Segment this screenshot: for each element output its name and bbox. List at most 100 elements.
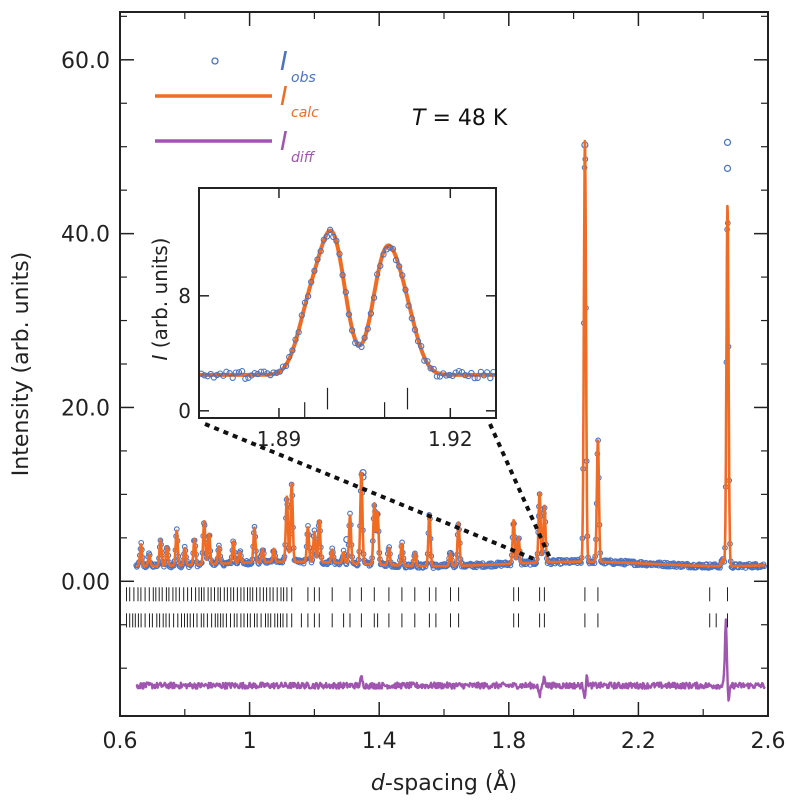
legend-label: I	[280, 82, 288, 112]
inset-obs-point	[380, 251, 387, 258]
inset-obs-point	[352, 339, 359, 347]
inset-obs-point	[289, 347, 296, 354]
inset-obs-point	[201, 372, 208, 379]
obs-point	[723, 164, 732, 172]
main-data-layer	[133, 138, 768, 702]
inset-obs-point	[367, 310, 375, 317]
inset-obs-point	[279, 363, 287, 370]
diff-line	[135, 618, 766, 702]
y-tick-label: 60.0	[61, 49, 110, 74]
inset-obs-point	[323, 233, 331, 240]
zoom-indicator-lines	[204, 422, 553, 561]
inset-obs-point	[392, 256, 400, 264]
legend-marker-obs	[211, 57, 219, 65]
legend-label: I	[280, 127, 288, 157]
inset-obs-point	[345, 311, 353, 318]
inset-obs-point	[443, 372, 450, 379]
inset-obs-point	[449, 372, 456, 380]
inset-obs-point	[370, 294, 378, 301]
inset-obs-point	[311, 267, 318, 275]
inset-frame	[198, 187, 497, 419]
inset-obs-point	[433, 373, 441, 380]
calc-line	[135, 139, 766, 568]
inset-obs-point	[462, 371, 469, 379]
y-tick-label: 40.0	[61, 223, 110, 248]
inset-obs-point	[474, 374, 481, 382]
inset-obs-point	[430, 365, 437, 373]
obs-point	[723, 138, 732, 146]
inset-obs-point	[304, 293, 312, 300]
inset-obs-point	[276, 368, 283, 375]
inset-obs-point	[301, 299, 309, 306]
temperature-value: = 48 K	[425, 106, 507, 131]
inset-obs-point	[402, 286, 409, 293]
x-tick-label: 1.4	[362, 729, 397, 754]
x-tick-label: 1.8	[491, 729, 526, 754]
inset-obs-point	[251, 370, 258, 377]
inset-obs-point	[487, 374, 494, 382]
inset-obs-point	[361, 334, 368, 341]
inset-obs-point	[326, 226, 334, 233]
inset-obs-point	[414, 338, 422, 345]
inset-obs-point	[298, 312, 305, 319]
inset-obs-point	[336, 250, 343, 258]
reflection-tick-rows	[126, 587, 728, 628]
legend-label-subscript: calc	[291, 105, 319, 121]
inset-obs-point	[386, 244, 393, 251]
inset-obs-point	[405, 302, 412, 309]
inset-obs-point	[232, 369, 239, 376]
inset-obs-point	[264, 370, 271, 377]
x-tick-label: 0.6	[103, 729, 138, 754]
inset-y-axis-label: I (arb. units)	[148, 238, 172, 361]
inset-obs-point	[411, 326, 419, 333]
inset-obs-point	[220, 372, 227, 379]
inset-obs-point	[358, 343, 365, 351]
inset-obs-point	[282, 362, 290, 370]
x-axis-label: d-spacing (Å)	[371, 769, 517, 796]
inset-obs-point	[257, 368, 265, 375]
temperature-annotation: T = 48 K	[412, 106, 508, 131]
temperature-symbol: T	[412, 106, 427, 131]
inset-obs-point	[308, 278, 315, 286]
inset-obs-point	[199, 370, 205, 377]
inset-obs-point	[468, 369, 475, 377]
inset-obs-point	[427, 365, 434, 372]
inset-obs-point	[295, 329, 302, 336]
inset-obs-point	[455, 367, 463, 375]
inset-obs-point	[483, 369, 491, 376]
inset-obs-point	[418, 343, 425, 350]
y-tick-label: 20.0	[61, 396, 110, 421]
inset-obs-point	[333, 237, 340, 244]
inset-obs-point	[399, 272, 406, 279]
x-tick-label: 2.6	[751, 729, 786, 754]
inset-obs-point	[226, 370, 233, 377]
obs-point	[359, 469, 367, 477]
x-tick-label: 2.2	[621, 729, 656, 754]
inset-obs-point	[377, 262, 384, 269]
inset-obs-point	[260, 368, 268, 375]
inset-obs-point	[317, 248, 324, 255]
inset-obs-point	[348, 327, 356, 334]
inset-obs-point	[421, 357, 428, 364]
inset-obs-point	[238, 368, 246, 375]
inset-obs-point	[383, 246, 390, 253]
inset-data-layer	[199, 226, 496, 418]
inset-obs-point	[223, 368, 230, 375]
inset-obs-point	[330, 233, 337, 241]
inset-obs-point	[424, 358, 431, 365]
inset-obs-point	[452, 369, 459, 376]
inset-obs-point	[339, 271, 346, 279]
inset-obs-point	[292, 336, 299, 343]
inset-obs-point	[314, 256, 321, 263]
inset-obs-point	[270, 369, 277, 376]
inset-obs-point	[408, 315, 415, 322]
x-axis-label-text: -spacing (Å)	[385, 769, 517, 796]
y-axis-label: Intensity (arb. units)	[9, 252, 34, 476]
inset-obs-point	[471, 374, 478, 382]
inset-obs-point	[207, 370, 214, 378]
inset-y-axis-label-text: (arb. units)	[148, 238, 172, 355]
inset-obs-point	[477, 368, 485, 376]
legend-label-subscript: obs	[291, 70, 316, 86]
